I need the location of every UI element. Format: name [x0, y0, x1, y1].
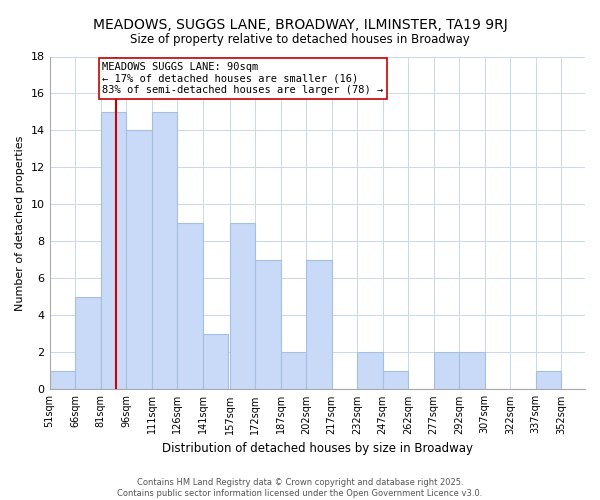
Bar [177, 223, 203, 390]
Bar [306, 260, 332, 390]
Bar [383, 371, 408, 390]
Bar [357, 352, 383, 390]
Y-axis label: Number of detached properties: Number of detached properties [15, 135, 25, 310]
Bar [536, 371, 561, 390]
Bar [459, 352, 485, 390]
Bar [152, 112, 177, 390]
Bar [50, 371, 75, 390]
Bar [203, 334, 228, 390]
X-axis label: Distribution of detached houses by size in Broadway: Distribution of detached houses by size … [162, 442, 473, 455]
Bar [434, 352, 459, 390]
Bar [281, 352, 306, 390]
Bar [126, 130, 152, 390]
Bar [101, 112, 126, 390]
Bar [255, 260, 281, 390]
Text: Size of property relative to detached houses in Broadway: Size of property relative to detached ho… [130, 32, 470, 46]
Bar [75, 297, 101, 390]
Text: Contains HM Land Registry data © Crown copyright and database right 2025.
Contai: Contains HM Land Registry data © Crown c… [118, 478, 482, 498]
Bar [230, 223, 255, 390]
Text: MEADOWS, SUGGS LANE, BROADWAY, ILMINSTER, TA19 9RJ: MEADOWS, SUGGS LANE, BROADWAY, ILMINSTER… [92, 18, 508, 32]
Text: MEADOWS SUGGS LANE: 90sqm
← 17% of detached houses are smaller (16)
83% of semi-: MEADOWS SUGGS LANE: 90sqm ← 17% of detac… [102, 62, 383, 95]
